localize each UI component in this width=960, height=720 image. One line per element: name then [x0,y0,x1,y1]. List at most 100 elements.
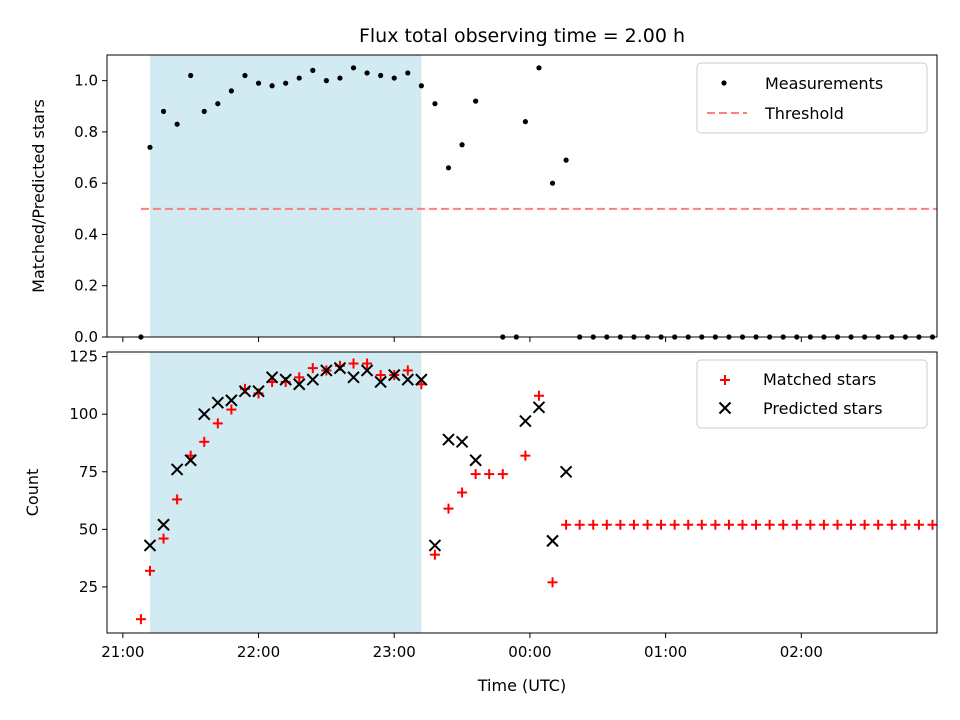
predicted-star-point [546,534,559,548]
y-tick-label: 100 [69,405,98,423]
predicted-star-point [374,375,387,389]
matched-star-point [484,469,495,480]
measurement-point [296,75,302,81]
matched-star-point [696,519,707,530]
measurement-point [160,108,167,114]
matched-star-point [588,519,599,530]
predicted-star-point [428,539,442,552]
measurement-point [188,72,194,79]
measurement-point [323,78,329,84]
bottom-x-axis: 21:00 22:00 23:00 00:00 01:00 02:00 [101,633,823,661]
predicted-star-point [306,373,320,386]
predicted-stars-series [143,361,573,552]
matched-star-point [778,519,789,530]
measurement-point [350,65,357,71]
matched-star-point [158,533,169,544]
predicted-star-point [559,465,573,478]
legend-threshold-label: Threshold [764,104,844,123]
predicted-star-point [415,373,428,386]
matched-star-point [751,519,762,530]
measurement-point [269,83,275,89]
predicted-star-point [198,407,211,421]
chart-title: Flux total observing time = 2.00 h [359,25,685,47]
matched-star-point [859,519,870,530]
matched-star-point [307,363,318,374]
measurement-point [337,75,343,81]
measurement-point [391,75,397,81]
predicted-star-point [225,394,238,407]
x-tick-label: 22:00 [237,643,280,661]
measurement-point [228,88,234,94]
matched-star-point [656,519,667,530]
matched-star-point [846,519,857,530]
predicted-star-point [279,373,292,386]
matched-star-point [900,519,911,530]
bottom-observing-span [149,352,422,633]
x-tick-label: 01:00 [644,643,687,661]
predicted-star-point [388,368,401,382]
matched-star-point [818,519,829,530]
top-panel: 0.0 0.2 0.4 0.6 0.8 1.0 Matched/Predicted sta… [29,54,938,346]
bottom-panel: 25 50 75 100 125 21:00 22:00 23:00 00:00 01:00 02… [23,348,938,695]
matched-star-point [601,519,612,530]
matched-star-point [294,372,305,383]
top-y-axis: 0.0 0.2 0.4 0.6 0.8 1.0 [74,72,107,346]
y-tick-label: 25 [79,578,98,596]
top-y-axis-label: Matched/Predicted stars [29,99,48,293]
measurement-point [378,72,384,79]
matched-star-point [135,614,146,625]
matched-star-point [628,519,639,530]
matched-star-point [402,365,413,376]
measurement-point [418,83,424,89]
matched-star-point [547,577,558,588]
matched-star-point [832,519,843,530]
x-tick-label: 00:00 [508,643,551,661]
y-tick-label: 0.2 [74,277,98,295]
predicted-star-point [320,364,333,377]
y-tick-label: 125 [69,348,98,366]
matched-star-point [764,519,775,530]
matched-star-point [927,519,938,530]
measurement-point [201,108,207,114]
bottom-legend: Matched stars Predicted stars [696,359,928,429]
bottom-y-axis: 25 50 75 100 125 [69,348,107,596]
matched-star-point [429,549,440,560]
predicted-star-point [360,364,374,377]
matched-star-point [723,519,734,530]
predicted-star-point [401,373,414,386]
legend-box [696,359,928,429]
top-legend: Measurements Threshold [696,62,928,134]
predicted-star-point [143,539,157,552]
matched-star-point [533,390,544,401]
matched-star-point [669,519,680,530]
matched-star-point [199,436,210,447]
measurement-point [549,180,556,186]
predicted-star-point [252,384,265,398]
matched-star-point [574,519,585,530]
predicted-star-point [455,435,469,449]
bottom-plot-frame [106,351,938,634]
matched-star-point [791,519,802,530]
bottom-x-axis-label: Time (UTC) [477,676,566,695]
measurement-point [522,119,528,125]
matched-stars-series [135,358,938,625]
predicted-star-point [184,454,197,467]
measurement-point [536,65,542,71]
predicted-star-point [170,463,184,476]
bottom-y-axis-label: Count [23,469,42,517]
predicted-star-point [293,378,306,391]
predicted-star-point [157,518,170,531]
matched-star-point [172,494,183,505]
legend-plus-marker [720,375,730,385]
y-tick-label: 0.0 [74,328,98,346]
predicted-star-point [347,371,360,384]
matched-star-point [348,358,359,369]
predicted-star-point [238,384,252,398]
matched-star-point [362,358,373,369]
matched-star-point [615,519,626,530]
y-tick-label: 50 [79,520,98,538]
legend-dot-marker [721,80,727,86]
matched-star-point [886,519,897,530]
predicted-star-point [265,371,279,384]
predicted-star-point [442,433,455,446]
